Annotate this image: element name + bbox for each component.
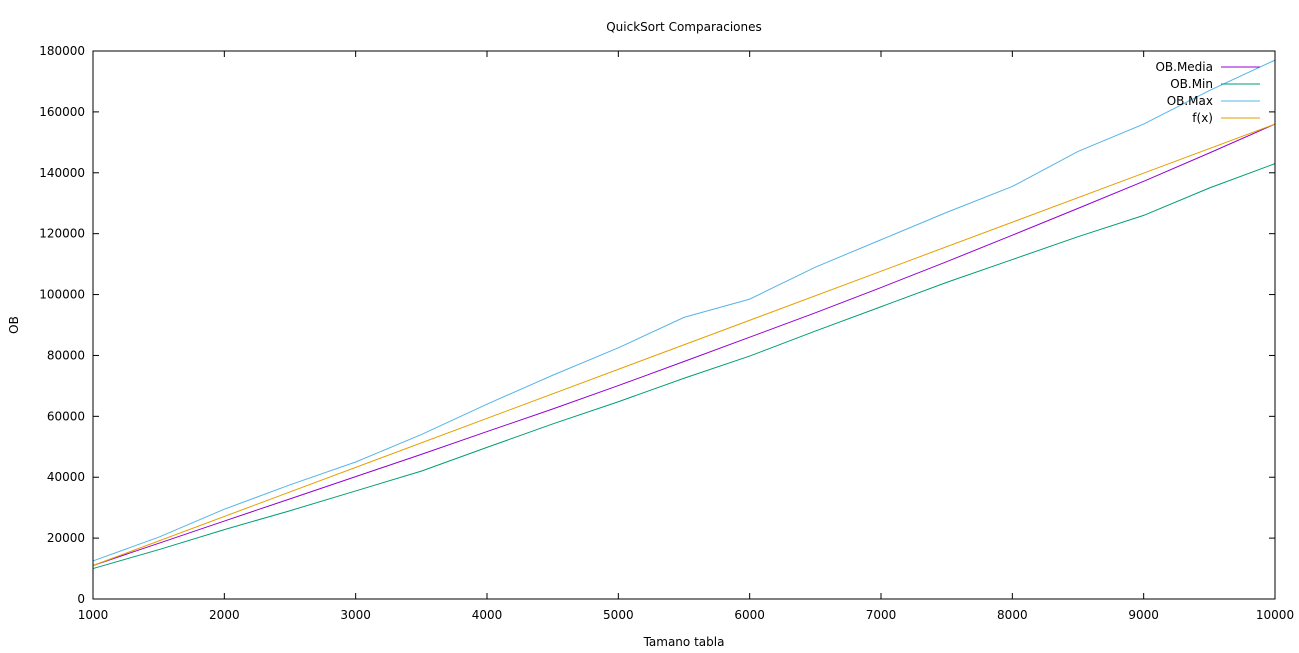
x-tick-label: 4000: [472, 608, 503, 622]
series-line-f-x: [92, 123, 1276, 566]
y-tick-label: 160000: [39, 105, 85, 119]
x-tick-label: 5000: [603, 608, 634, 622]
y-tick-label: 60000: [47, 409, 85, 423]
x-axis: 1000 2000 3000 4000 5000 6000 7000 8000 9000 1000…: [78, 51, 1294, 622]
y-tick-label: 120000: [39, 227, 85, 241]
y-tick-label: 180000: [39, 44, 85, 58]
y-tick-label: 100000: [39, 288, 85, 302]
y-tick-label: 40000: [47, 470, 85, 484]
y-tick-label: 0: [77, 592, 85, 606]
legend-label-ob-media: OB.Media: [1155, 60, 1213, 74]
plot-frame: [92, 50, 1276, 600]
chart-title: QuickSort Comparaciones: [606, 20, 762, 34]
y-tick-label: 80000: [47, 348, 85, 362]
x-tick-label: 2000: [209, 608, 240, 622]
y-axis: 0 20000 40000 60000 80000 100000 120000 140000 1…: [39, 44, 1275, 606]
x-tick-label: 3000: [340, 608, 371, 622]
y-tick-label: 20000: [47, 531, 85, 545]
legend: OB.Media OB.Min OB.Max f(x): [1155, 60, 1260, 125]
x-tick-label: 1000: [78, 608, 109, 622]
x-axis-label: Tamano tabla: [643, 635, 725, 649]
y-axis-label: OB: [7, 316, 21, 334]
series-line-ob-min: [92, 163, 1276, 570]
x-tick-label: 8000: [997, 608, 1028, 622]
x-tick-label: 7000: [866, 608, 897, 622]
series-line-ob-media: [92, 123, 1276, 566]
x-tick-label: 6000: [734, 608, 765, 622]
legend-label-f-x: f(x): [1192, 111, 1213, 125]
x-tick-label: 10000: [1256, 608, 1294, 622]
x-tick-label: 9000: [1128, 608, 1159, 622]
y-tick-label: 140000: [39, 166, 85, 180]
series-line-ob-max: [92, 59, 1276, 562]
legend-label-ob-max: OB.Max: [1167, 94, 1213, 108]
plot-area: [92, 59, 1276, 570]
legend-label-ob-min: OB.Min: [1170, 77, 1213, 91]
